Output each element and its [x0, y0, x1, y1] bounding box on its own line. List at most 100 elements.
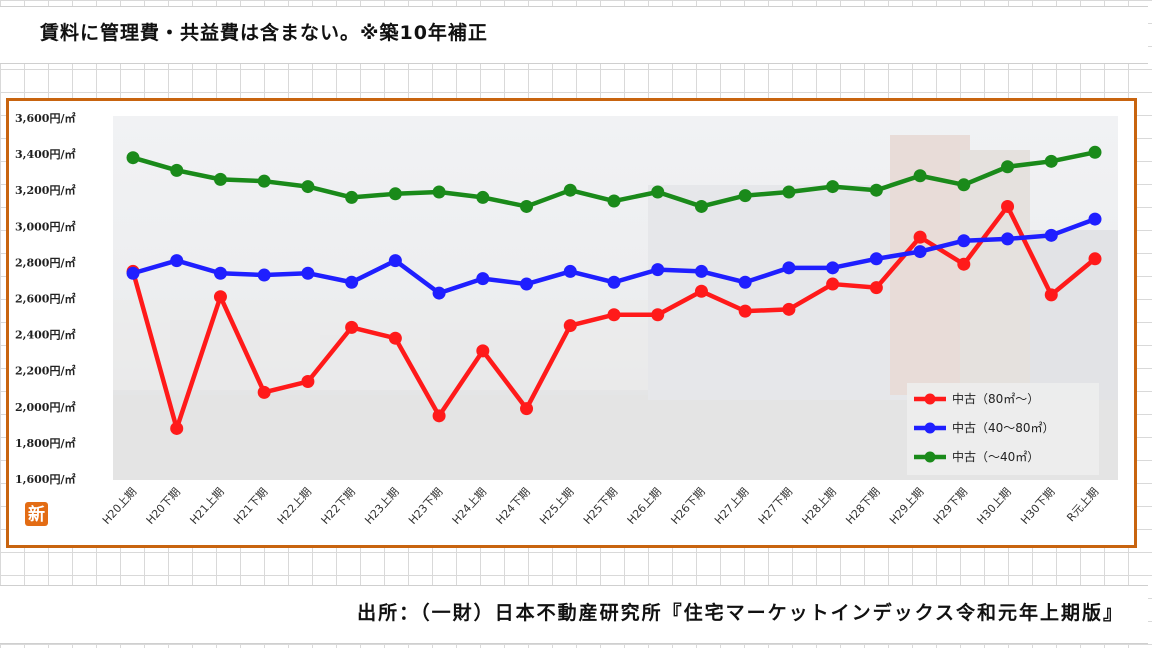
data-point: [126, 266, 140, 280]
data-point: [388, 187, 402, 201]
data-point: [520, 199, 534, 213]
data-point: [782, 185, 796, 199]
x-tick-label: H23下期: [406, 485, 445, 527]
data-point: [432, 409, 446, 423]
data-point: [782, 302, 796, 316]
x-tick-label: H28下期: [843, 485, 882, 527]
data-point: [826, 180, 840, 194]
data-point: [957, 234, 971, 248]
data-point: [126, 151, 140, 165]
data-point: [170, 421, 184, 435]
data-point: [257, 385, 271, 399]
x-tick-label: H28上期: [800, 485, 839, 527]
y-tick-label: 2,000円/㎡: [15, 400, 75, 414]
y-tick-label: 1,800円/㎡: [15, 436, 75, 450]
data-point: [213, 266, 227, 280]
legend-swatch-marker: [924, 451, 936, 463]
data-point: [257, 174, 271, 188]
data-point: [520, 277, 534, 291]
data-point: [607, 275, 621, 289]
x-tick-label: H21上期: [187, 485, 226, 527]
y-tick-label: 3,000円/㎡: [15, 219, 75, 233]
x-tick-label: H20上期: [100, 485, 139, 527]
data-point: [1088, 145, 1102, 159]
data-point: [1001, 232, 1015, 246]
x-tick-label: H25下期: [581, 485, 620, 527]
y-tick-label: 2,400円/㎡: [15, 328, 75, 342]
data-point: [476, 272, 490, 286]
y-tick-label: 1,600円/㎡: [15, 472, 75, 486]
data-point: [301, 180, 315, 194]
data-point: [1001, 199, 1015, 213]
data-point: [651, 185, 665, 199]
data-point: [738, 189, 752, 203]
data-point: [1044, 154, 1058, 168]
logo-badge: [25, 502, 48, 526]
series-1: [126, 212, 1102, 300]
y-tick-label: 2,200円/㎡: [15, 364, 75, 378]
data-point: [476, 344, 490, 358]
data-point: [957, 257, 971, 271]
x-tick-label: R元上期: [1064, 485, 1101, 524]
legend-label: 中古（40～80㎡）: [952, 420, 1055, 435]
x-tick-label: H27上期: [712, 485, 751, 527]
header-band: [0, 6, 1148, 64]
data-point: [563, 264, 577, 278]
source-credit: 出所：（一財）日本不動産研究所『住宅マーケットインデックス令和元年上期版』: [357, 602, 1124, 624]
data-point: [170, 163, 184, 177]
data-point: [301, 266, 315, 280]
data-point: [869, 183, 883, 197]
x-tick-label: H22上期: [275, 485, 314, 527]
y-tick-label: 2,800円/㎡: [15, 255, 75, 269]
data-point: [257, 268, 271, 282]
data-point: [170, 254, 184, 268]
data-point: [213, 290, 227, 304]
data-point: [1088, 212, 1102, 226]
x-tick-label: H25上期: [537, 485, 576, 527]
x-tick-label: H26下期: [668, 485, 707, 527]
data-point: [1044, 228, 1058, 242]
data-point: [957, 178, 971, 192]
x-tick-label: H23上期: [362, 485, 401, 527]
data-point: [913, 245, 927, 259]
data-point: [782, 261, 796, 275]
data-point: [388, 331, 402, 345]
data-point: [1088, 252, 1102, 266]
x-tick-label: H20下期: [144, 485, 183, 527]
logo-badge-text: 新: [28, 504, 45, 525]
data-point: [432, 286, 446, 300]
data-point: [913, 230, 927, 244]
data-point: [694, 284, 708, 298]
x-tick-label: H21下期: [231, 485, 270, 527]
x-tick-label: H30下期: [1018, 485, 1057, 527]
legend-swatch-marker: [924, 422, 936, 434]
data-point: [345, 275, 359, 289]
data-point: [607, 194, 621, 208]
legend: 中古（80㎡～） 中古（40～80㎡） 中古（～40㎡）: [907, 383, 1099, 475]
data-point: [563, 319, 577, 333]
rent-note: 賃料に管理費・共益費は含まない。※築10年補正: [40, 22, 488, 44]
data-point: [388, 254, 402, 268]
data-point: [520, 402, 534, 416]
data-point: [213, 172, 227, 186]
series-2: [126, 145, 1102, 213]
y-tick-label: 3,200円/㎡: [15, 183, 75, 197]
data-point: [869, 281, 883, 295]
data-point: [869, 252, 883, 266]
data-point: [651, 308, 665, 322]
data-point: [1044, 288, 1058, 302]
data-point: [913, 169, 927, 183]
legend-label: 中古（～40㎡）: [952, 449, 1039, 464]
data-point: [651, 263, 665, 277]
x-tick-label: H29上期: [887, 485, 926, 527]
x-tick-label: H24上期: [450, 485, 489, 527]
data-point: [1001, 160, 1015, 174]
data-point: [694, 264, 708, 278]
x-tick-label: H26上期: [625, 485, 664, 527]
data-point: [738, 304, 752, 318]
data-point: [826, 261, 840, 275]
background-photo: [113, 116, 1118, 480]
y-tick-label: 3,600円/㎡: [15, 111, 75, 125]
data-point: [607, 308, 621, 322]
series-0: [126, 199, 1102, 435]
